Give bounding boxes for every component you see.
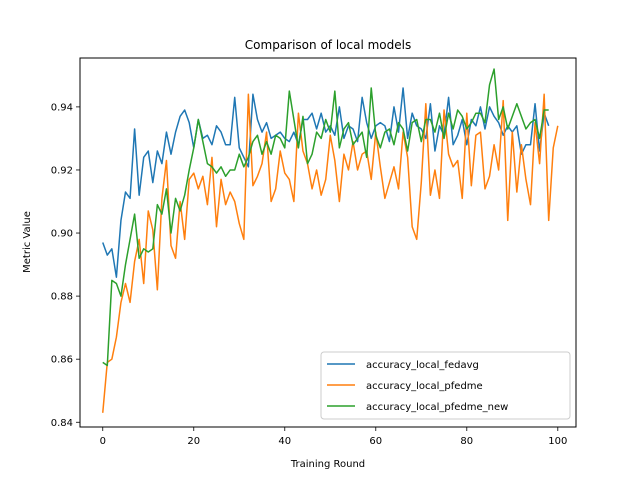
y-tick-label: 0.90 bbox=[51, 229, 73, 240]
legend-label-fedavg: accuracy_local_fedavg bbox=[366, 360, 479, 371]
lines-layer bbox=[102, 68, 559, 413]
y-tick-label: 0.94 bbox=[51, 102, 73, 113]
legend-box bbox=[320, 351, 571, 420]
y-axis-title: Metric Value bbox=[22, 211, 33, 273]
ticks-layer: 0 20 40 60 80 100 0.84 0.86 0.88 0.90 0.92 0.94 bbox=[51, 102, 568, 447]
x-tick-label: 60 bbox=[369, 436, 382, 447]
legend-label-pfedme-new: accuracy_local_pfedme_new bbox=[366, 402, 508, 413]
x-tick-label: 0 bbox=[100, 436, 106, 447]
x-tick-label: 100 bbox=[548, 436, 567, 447]
series-line-pfedme bbox=[102, 93, 559, 413]
y-tick-label: 0.88 bbox=[51, 292, 73, 303]
series-line-fedavg bbox=[102, 87, 550, 278]
plot-frame bbox=[79, 57, 577, 428]
legend: accuracy_local_fedavg accuracy_local_pfe… bbox=[320, 351, 571, 420]
x-tick-label: 80 bbox=[460, 436, 473, 447]
y-tick-label: 0.86 bbox=[51, 355, 73, 366]
x-tick-label: 20 bbox=[187, 436, 200, 447]
y-tick-label: 0.84 bbox=[51, 418, 73, 429]
x-tick-label: 40 bbox=[278, 436, 291, 447]
x-axis-title: Training Round bbox=[290, 459, 365, 470]
chart-title: Comparison of local models bbox=[245, 38, 411, 52]
legend-label-pfedme: accuracy_local_pfedme bbox=[366, 381, 483, 392]
y-tick-label: 0.92 bbox=[51, 165, 73, 176]
series-line-pfedme-new bbox=[102, 68, 549, 367]
